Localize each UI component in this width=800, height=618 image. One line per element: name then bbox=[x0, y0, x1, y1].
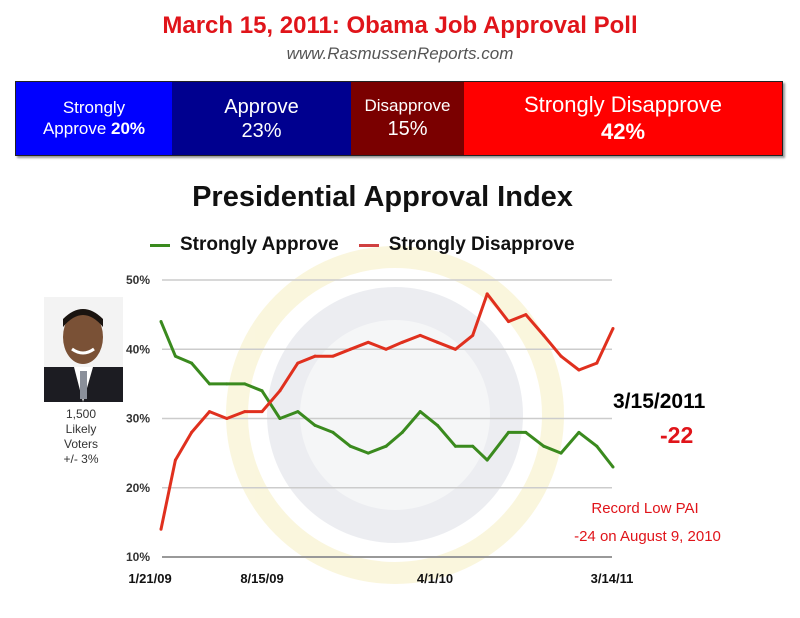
data-point bbox=[436, 340, 440, 344]
data-point bbox=[243, 382, 247, 386]
data-point bbox=[225, 417, 229, 420]
data-point bbox=[366, 451, 370, 455]
page-title: March 15, 2011: Obama Job Approval Poll bbox=[162, 12, 638, 39]
data-point bbox=[524, 313, 528, 317]
data-point bbox=[559, 451, 563, 455]
data-point bbox=[260, 410, 264, 414]
data-point bbox=[595, 361, 599, 365]
data-point bbox=[278, 417, 282, 420]
segment-value: 42% bbox=[600, 118, 646, 144]
data-point bbox=[400, 340, 404, 344]
data-point bbox=[190, 361, 194, 365]
segment-label: Disapprove bbox=[364, 96, 451, 116]
data-point bbox=[485, 458, 489, 462]
data-point bbox=[278, 389, 282, 393]
data-point bbox=[331, 430, 335, 434]
legend-swatch-red bbox=[358, 243, 379, 247]
record-low-label: Record Low PAI bbox=[591, 500, 699, 517]
data-point bbox=[384, 444, 388, 448]
data-point bbox=[611, 465, 615, 469]
segment-approve: Approve 23% bbox=[172, 82, 351, 155]
data-point bbox=[348, 444, 352, 448]
chart-legend: Strongly Approve Strongly Disapprove bbox=[150, 234, 575, 256]
data-point bbox=[313, 354, 317, 358]
data-point bbox=[190, 430, 194, 434]
data-point bbox=[485, 292, 489, 296]
y-tick-label: 30% bbox=[126, 412, 150, 426]
data-point bbox=[173, 458, 177, 462]
data-point bbox=[507, 320, 511, 324]
data-point bbox=[296, 361, 300, 365]
data-point bbox=[366, 340, 370, 344]
data-point bbox=[384, 347, 388, 351]
x-tick-label: 1/21/09 bbox=[128, 571, 171, 586]
data-point bbox=[243, 410, 247, 414]
data-point bbox=[348, 347, 352, 351]
segment-strongly-disapprove: Strongly Disapprove 42% bbox=[464, 82, 782, 155]
segment-label: Strongly Disapprove bbox=[523, 92, 723, 118]
data-point bbox=[331, 354, 335, 358]
data-point bbox=[436, 423, 440, 427]
data-point bbox=[159, 527, 163, 531]
data-point bbox=[207, 382, 211, 386]
x-tick-label: 3/14/11 bbox=[591, 571, 634, 586]
segment-value: 15% bbox=[387, 117, 428, 140]
segment-label: Strongly bbox=[62, 98, 126, 118]
data-point bbox=[507, 430, 511, 434]
data-point bbox=[400, 430, 404, 434]
caption-line: 1,500 bbox=[65, 407, 97, 421]
caption-line: Voters bbox=[63, 437, 99, 451]
y-tick-label: 20% bbox=[126, 481, 150, 495]
data-point bbox=[418, 333, 422, 337]
data-point bbox=[453, 444, 457, 448]
data-point bbox=[524, 430, 528, 434]
data-point bbox=[225, 382, 229, 386]
y-tick-label: 50% bbox=[126, 273, 150, 287]
data-point bbox=[418, 410, 422, 414]
latest-date: 3/15/2011 bbox=[613, 390, 706, 413]
legend-label: Strongly Approve bbox=[180, 234, 339, 255]
x-tick-label: 4/1/10 bbox=[417, 571, 453, 586]
data-point bbox=[173, 354, 177, 358]
data-point bbox=[542, 444, 546, 448]
seal-watermark bbox=[226, 246, 564, 584]
data-point bbox=[313, 423, 317, 427]
segment-label: Approve bbox=[42, 118, 107, 138]
latest-index-value: -22 bbox=[660, 422, 694, 448]
data-point bbox=[296, 410, 300, 414]
segment-label: Approve bbox=[224, 95, 299, 118]
segment-disapprove: Disapprove 15% bbox=[351, 82, 464, 155]
data-point bbox=[207, 410, 211, 414]
caption-line: Likely bbox=[65, 422, 97, 436]
segment-value: 20% bbox=[111, 118, 146, 138]
segment-value: 23% bbox=[241, 119, 282, 142]
legend-label: Strongly Disapprove bbox=[388, 234, 575, 255]
data-point bbox=[542, 333, 546, 337]
data-point bbox=[559, 354, 563, 358]
y-tick-label: 10% bbox=[126, 550, 150, 564]
site-url: www.RasmussenReports.com bbox=[286, 44, 514, 63]
x-tick-label: 8/15/09 bbox=[240, 571, 283, 586]
data-point bbox=[611, 326, 615, 330]
data-point bbox=[453, 347, 457, 351]
segment-strongly-approve: Strongly Approve 20% bbox=[16, 82, 172, 155]
data-point bbox=[159, 320, 163, 324]
data-point bbox=[577, 368, 581, 372]
data-point bbox=[471, 444, 475, 448]
data-point bbox=[577, 430, 581, 434]
president-photo bbox=[44, 297, 123, 402]
caption-line: +/- 3% bbox=[63, 452, 99, 466]
data-point bbox=[260, 389, 264, 393]
data-point bbox=[471, 333, 475, 337]
data-point bbox=[595, 444, 599, 448]
record-low-detail: -24 on August 9, 2010 bbox=[574, 528, 721, 545]
y-tick-label: 40% bbox=[126, 342, 150, 356]
sample-caption: 1,500 Likely Voters +/- 3% bbox=[50, 407, 112, 467]
approval-breakdown-bar: Strongly Approve 20% Approve 23% Disappr… bbox=[15, 81, 783, 156]
legend-swatch-green bbox=[150, 243, 170, 247]
chart-title: Presidential Approval Index bbox=[192, 181, 573, 213]
